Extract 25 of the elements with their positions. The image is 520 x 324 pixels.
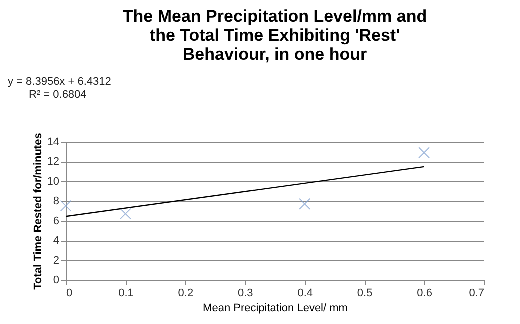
x-tick-label: 0 [66,288,73,300]
x-tick-label: 0.1 [118,288,134,300]
chart-title: The Mean Precipitation Level/mm and the Total Time Exhibiting 'Rest' Behaviour, in one hour [122,7,428,64]
x-tick-label: 0.7 [469,288,484,300]
x-tick-label: 0.5 [357,288,373,300]
text: y = 8.3956x + 6.4312 [8,76,112,88]
y-tick-label: 14 [47,136,60,148]
y-tick-label: 2 [53,254,60,267]
text: R² = 0.6804 [29,89,87,101]
x-tick-label: 0.3 [238,288,254,300]
y-tick-label: 8 [53,196,60,208]
y-axis-title: Total Time Rested for/minutes [32,133,44,290]
y-tick-label: 4 [53,235,60,248]
x-tick-label: 0.4 [298,288,314,300]
x-tick-label: 0.2 [178,288,194,300]
point [120,208,132,220]
y-tick-label: 6 [53,215,60,228]
y-tick-label: 10 [47,176,60,188]
y-tick-label: 12 [47,156,60,168]
y-tick-label: 0 [53,274,60,286]
point [60,200,72,212]
x-axis-title: Mean Precipitation Level/ mm [203,302,348,314]
x-tick-label: 0.6 [417,288,432,300]
point [299,198,311,210]
point [418,147,430,159]
